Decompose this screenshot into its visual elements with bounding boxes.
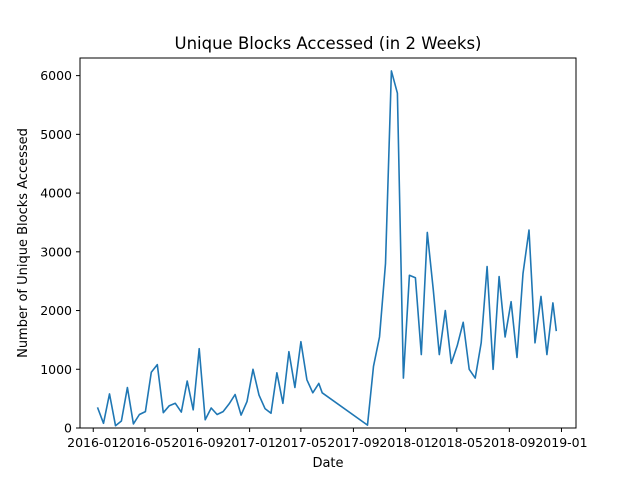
x-tick-label: 2017-01 — [223, 435, 275, 450]
x-tick-label: 2016-09 — [171, 435, 223, 450]
x-tick-label: 2017-09 — [327, 435, 379, 450]
x-axis: 2016-01 2016-05 2016-09 2017-01 2017-05 2017-… — [67, 428, 588, 450]
x-tick-label: 2018-01 — [379, 435, 431, 450]
plot-frame — [79, 57, 577, 429]
y-tick-label: 1000 — [40, 362, 72, 377]
y-tick-label: 4000 — [40, 186, 72, 201]
x-tick-label: 2017-05 — [275, 435, 327, 450]
plot-area — [80, 58, 576, 428]
y-tick-label: 6000 — [40, 68, 72, 83]
x-tick-label: 2016-05 — [119, 435, 171, 450]
chart-title: Unique Blocks Accessed (in 2 Weeks) — [175, 34, 482, 53]
x-axis-label: Date — [312, 456, 343, 471]
x-tick-label: 2019-01 — [535, 435, 587, 450]
y-tick-label: 2000 — [40, 303, 72, 318]
y-tick-label: 0 — [64, 421, 72, 436]
y-tick-label: 3000 — [40, 244, 72, 259]
y-tick-label: 5000 — [40, 127, 72, 142]
x-tick-label: 2018-05 — [431, 435, 483, 450]
y-axis-label: Number of Unique Blocks Accessed — [16, 128, 31, 358]
series-layer — [96, 70, 558, 427]
x-tick-label: 2018-09 — [483, 435, 535, 450]
series-line-0 — [96, 70, 558, 427]
y-axis: 0 1000 2000 3000 4000 5000 6000 — [40, 68, 80, 436]
x-tick-label: 2016-01 — [67, 435, 119, 450]
